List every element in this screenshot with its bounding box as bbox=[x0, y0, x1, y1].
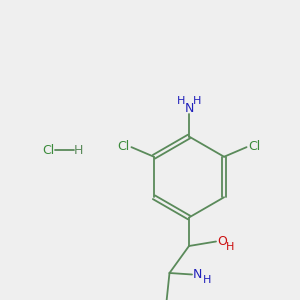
Text: H: H bbox=[176, 96, 185, 106]
Text: H: H bbox=[193, 96, 202, 106]
Text: Cl: Cl bbox=[42, 143, 54, 157]
Text: H: H bbox=[202, 275, 211, 285]
Text: N: N bbox=[193, 268, 202, 281]
Text: Cl: Cl bbox=[117, 140, 129, 153]
Text: Cl: Cl bbox=[249, 140, 261, 153]
Text: O: O bbox=[218, 235, 227, 248]
Text: N: N bbox=[184, 102, 194, 115]
Text: H: H bbox=[73, 143, 83, 157]
Text: H: H bbox=[226, 242, 234, 252]
